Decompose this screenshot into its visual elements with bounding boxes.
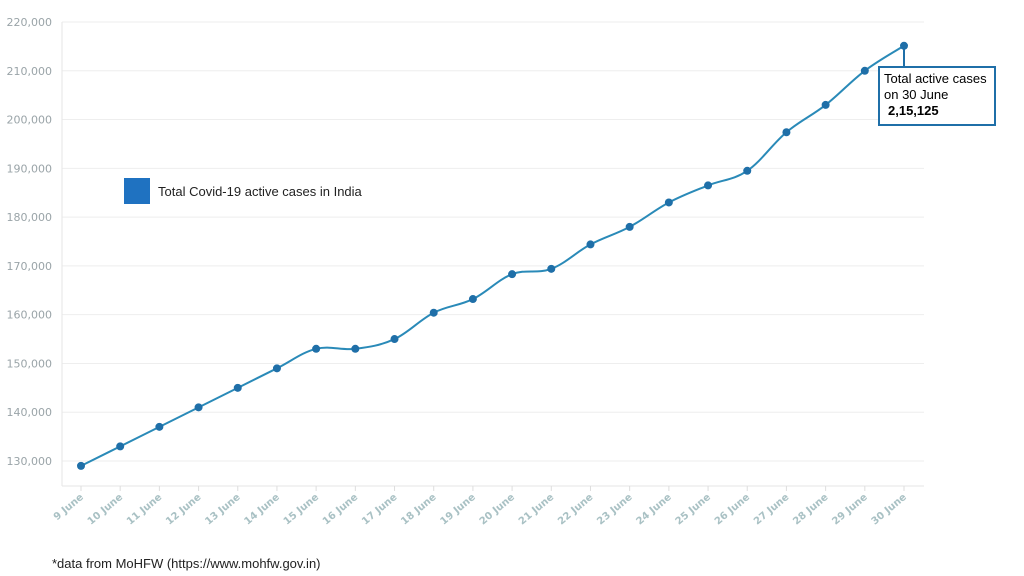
x-tick-label: 25 June — [674, 492, 714, 528]
x-tick-label: 17 June — [360, 492, 400, 528]
data-point[interactable] — [664, 198, 673, 207]
x-tick-label: 11 June — [125, 492, 165, 528]
series-line — [80, 44, 905, 467]
source-note: *data from MoHFW (https://www.mohfw.gov.… — [52, 556, 321, 571]
data-point[interactable] — [116, 442, 125, 451]
x-tick-label: 15 June — [282, 492, 322, 528]
x-tick-label: 10 June — [86, 492, 126, 528]
y-tick-label: 190,000 — [7, 162, 53, 175]
data-point[interactable] — [390, 335, 399, 344]
x-tick-label: 29 June — [830, 492, 870, 528]
y-tick-label: 140,000 — [7, 406, 53, 419]
x-tick-label: 13 June — [203, 492, 243, 528]
x-tick-label: 22 June — [556, 492, 596, 528]
annotation-line2: on 30 June — [884, 87, 949, 102]
annotation-value: 2,15,125 — [888, 103, 939, 118]
y-tick-label: 220,000 — [7, 16, 53, 29]
x-tick-label: 19 June — [438, 492, 478, 528]
legend-swatch — [124, 178, 150, 204]
annotation-callout: Total active cases on 30 June 2,15,125 — [878, 66, 996, 126]
x-tick-label: 20 June — [478, 492, 518, 528]
data-point[interactable] — [312, 344, 321, 353]
data-point[interactable] — [860, 66, 869, 75]
x-tick-label: 23 June — [595, 492, 635, 528]
data-point[interactable] — [272, 364, 281, 373]
legend: Total Covid-19 active cases in India — [124, 178, 362, 204]
data-point[interactable] — [782, 128, 791, 137]
data-point[interactable] — [547, 264, 556, 273]
annotation-line1: Total active cases — [884, 71, 987, 86]
data-point[interactable] — [625, 222, 634, 231]
y-axis: 130,000 140,000 150,000 160,000 170,000 180,0… — [7, 16, 63, 486]
x-tick-label: 26 June — [713, 492, 753, 528]
data-point[interactable] — [743, 166, 752, 175]
x-tick-label: 21 June — [517, 492, 557, 528]
x-tick-label: 18 June — [399, 492, 439, 528]
data-point[interactable] — [821, 100, 830, 109]
data-point[interactable] — [586, 240, 595, 249]
data-point[interactable] — [429, 308, 438, 317]
x-tick-label: 28 June — [791, 492, 831, 528]
y-tick-label: 210,000 — [7, 65, 53, 78]
data-point[interactable] — [233, 383, 242, 392]
x-tick-label: 16 June — [321, 492, 361, 528]
y-tick-label: 180,000 — [7, 211, 53, 224]
data-point[interactable] — [468, 295, 477, 304]
x-tick-label: 14 June — [243, 492, 283, 528]
data-point[interactable] — [351, 344, 360, 353]
series-line-group — [77, 41, 908, 470]
x-tick-label: 12 June — [164, 492, 204, 528]
data-point[interactable] — [704, 181, 713, 190]
y-tick-label: 170,000 — [7, 260, 53, 273]
data-point[interactable] — [77, 461, 85, 470]
x-axis: 9 June 10 June 11 June 12 June 13 June 14 Jun… — [52, 485, 924, 528]
legend-label: Total Covid-19 active cases in India — [158, 183, 362, 199]
x-tick-label: 30 June — [870, 492, 910, 528]
y-tick-label: 130,000 — [7, 455, 53, 468]
y-tick-label: 160,000 — [7, 309, 53, 322]
y-tick-label: 150,000 — [7, 357, 53, 370]
x-tick-label: 9 June — [52, 492, 86, 523]
data-point[interactable] — [194, 403, 203, 412]
y-tick-label: 200,000 — [7, 114, 53, 127]
grid-lines — [62, 21, 924, 462]
x-tick-label: 24 June — [634, 492, 674, 528]
data-point[interactable] — [155, 422, 164, 431]
data-point[interactable] — [508, 270, 517, 279]
x-tick-label: 27 June — [752, 492, 792, 528]
